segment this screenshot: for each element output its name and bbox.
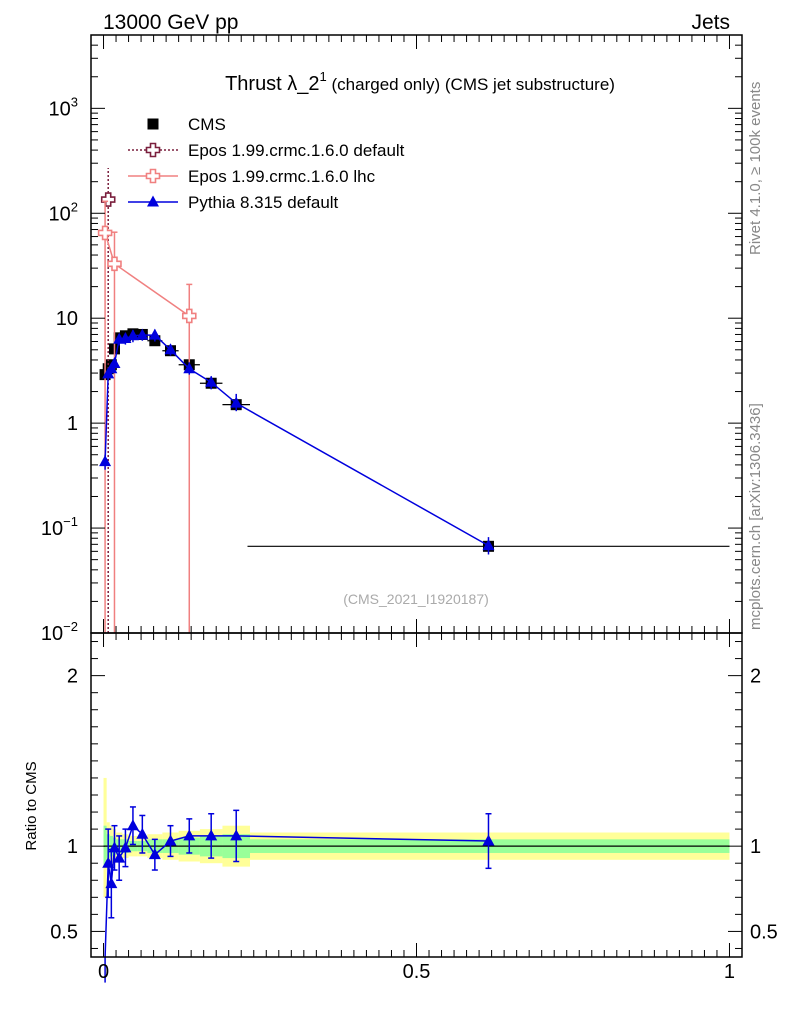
ratio-pythia-point [230,829,243,841]
ratio-y-tick-label-right: 1 [750,836,761,858]
ratio-pythia-point [482,834,495,846]
legend-marker [145,142,161,158]
pythia-point [183,362,196,374]
legend-label: CMS [188,115,226,134]
legend-marker [147,195,159,207]
y-tick-label: 1 [67,413,78,435]
y-tick-label: 10 [56,308,78,330]
y-tick-label: 103 [49,94,78,120]
ratio-y-tick-label: 2 [67,666,78,688]
y-tick-label: 10−2 [41,619,78,645]
y-tick-label: 102 [49,199,78,225]
ratio-pythia-point [105,877,118,889]
rivet-label: Rivet 4.1.0, ≥ 100k events [747,82,764,255]
ratio-pythia-point [108,841,121,853]
pythia-point [482,539,495,551]
legend-marker [147,118,159,130]
x-tick-label: 1 [724,961,735,983]
ratio-pythia-point [205,829,218,841]
ratio-y-tick-label-right: 2 [750,666,761,688]
pythia-point [148,328,161,340]
pythia-line [104,334,489,547]
ratio-pythia-point [183,829,196,841]
x-tick-label: 0 [98,961,109,983]
epos-lhc-point [97,225,113,241]
source-label: mcplots.cern.ch [arXiv:1306.3436] [747,403,764,630]
pythia-point [164,343,177,355]
pythia-point [126,329,139,341]
process-label: Jets [691,11,730,34]
chart-title: Thrust λ_21 (charged only) (CMS jet subs… [225,69,615,95]
pythia-point [119,332,132,344]
ratio-y-tick-label: 0.5 [50,921,78,943]
pythia-point [230,396,243,408]
main-panel: 10−2 10−1 1 10 102 103 Thrust λ_21 (charged o… [41,34,743,645]
ratio-pythia-point [126,819,139,831]
ratio-pythia-point [164,834,177,846]
pythia-point [99,455,112,467]
y-tick-label: 10−1 [41,514,78,540]
legend-label: Pythia 8.315 default [188,193,339,212]
epos-lhc-point [107,256,122,272]
epos-lhc-point [181,308,197,324]
analysis-watermark: (CMS_2021_I1920187) [343,591,489,607]
ratio-pythia-point [136,827,149,839]
ratio-y-tick-label: 1 [67,836,78,858]
legend-label: Epos 1.99.crmc.1.6.0 default [188,141,405,160]
ratio-frame [90,632,743,958]
pythia-point [108,357,121,369]
pythia-point [205,375,218,387]
ratio-pythia-point [113,851,126,863]
epos-lhc-line [104,232,190,317]
x-tick-label: 0.5 [403,961,431,983]
ratio-ylabel: Ratio to CMS [23,761,40,850]
energy-label: 13000 GeV pp [103,11,238,34]
epos-default-point [100,192,116,207]
ratio-panel: 0.5 0.5 1 1 2 2 0 0.5 1 Ratio to CMS [23,632,778,983]
pythia-point [136,328,149,340]
legend-label: Epos 1.99.crmc.1.6.0 lhc [188,167,376,186]
legend: CMS Epos 1.99.crmc.1.6.0 default Epos 1.99… [128,115,405,212]
ratio-pythia-point [148,848,161,860]
ratio-pythia-point [119,841,132,853]
ratio-y-tick-label-right: 0.5 [750,921,778,943]
legend-marker [145,168,161,184]
